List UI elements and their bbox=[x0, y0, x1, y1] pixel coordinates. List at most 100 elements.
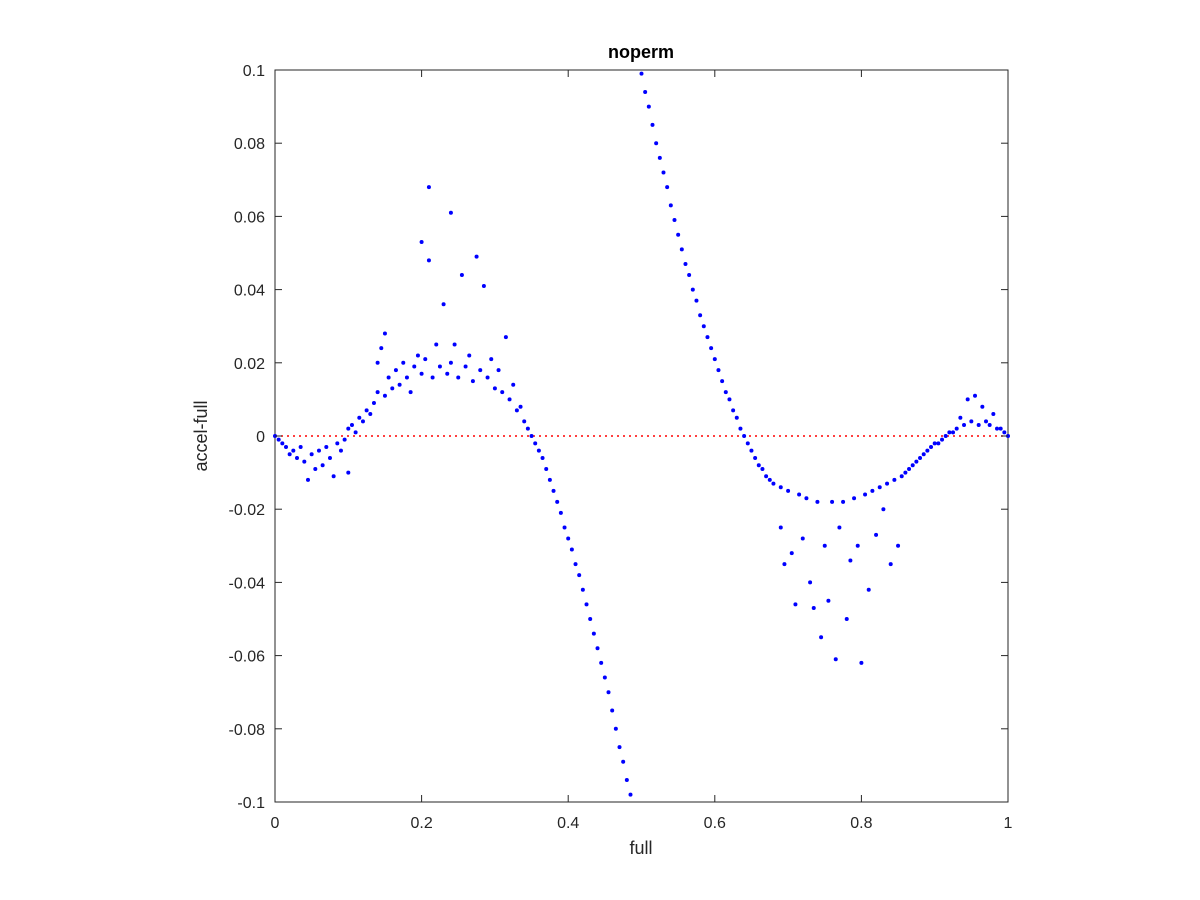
scatter-point bbox=[419, 371, 424, 376]
scatter-point bbox=[782, 562, 787, 567]
scatter-point bbox=[525, 426, 530, 431]
scatter-point bbox=[852, 496, 857, 501]
y-tick-label: 0 bbox=[256, 429, 265, 446]
y-tick-label: -0.06 bbox=[229, 649, 266, 666]
scatter-point bbox=[980, 404, 985, 409]
scatter-point bbox=[690, 287, 695, 292]
scatter-point bbox=[606, 690, 611, 695]
scatter-point bbox=[338, 448, 343, 453]
scatter-point bbox=[646, 104, 651, 109]
scatter-point bbox=[819, 635, 824, 640]
scatter-point bbox=[320, 463, 325, 468]
scatter-point bbox=[998, 426, 1003, 431]
x-tick-label: 0.4 bbox=[557, 815, 579, 832]
scatter-point bbox=[511, 382, 516, 387]
scatter-point bbox=[346, 426, 351, 431]
scatter-point bbox=[892, 477, 897, 482]
scatter-point bbox=[540, 455, 545, 460]
scatter-point bbox=[448, 210, 453, 215]
scatter-point bbox=[951, 430, 956, 435]
scatter-point bbox=[687, 272, 692, 277]
scatter-point bbox=[903, 470, 908, 475]
y-tick-label: 0.06 bbox=[234, 209, 265, 226]
scatter-point bbox=[342, 437, 347, 442]
scatter-point bbox=[452, 342, 457, 347]
scatter-point bbox=[368, 412, 373, 417]
scatter-point bbox=[947, 430, 952, 435]
scatter-point bbox=[371, 401, 376, 406]
scatter-point bbox=[445, 371, 450, 376]
scatter-point bbox=[800, 536, 805, 541]
scatter-point bbox=[771, 481, 776, 486]
scatter-point bbox=[672, 218, 677, 223]
scatter-point bbox=[940, 437, 945, 442]
scatter-point bbox=[291, 448, 296, 453]
scatter-point bbox=[481, 283, 486, 288]
scatter-point bbox=[929, 444, 934, 449]
scatter-point bbox=[375, 390, 380, 395]
scatter-point bbox=[298, 444, 303, 449]
x-tick-label: 0.6 bbox=[704, 815, 726, 832]
scatter-point bbox=[822, 543, 827, 548]
scatter-point bbox=[555, 499, 560, 504]
scatter-point bbox=[826, 598, 831, 603]
scatter-point bbox=[492, 386, 497, 391]
scatter-point bbox=[382, 393, 387, 398]
scatter-point bbox=[723, 390, 728, 395]
chart-title: noperm bbox=[608, 42, 674, 62]
scatter-point bbox=[437, 364, 442, 369]
scatter-point bbox=[536, 448, 541, 453]
scatter-point bbox=[899, 474, 904, 479]
scatter-point bbox=[456, 375, 461, 380]
scatter-point bbox=[415, 353, 420, 358]
scatter-point bbox=[910, 463, 915, 468]
scatter-point bbox=[591, 631, 596, 636]
x-tick-label: 1 bbox=[1004, 815, 1013, 832]
scatter-point bbox=[489, 357, 494, 362]
scatter-point bbox=[360, 419, 365, 424]
scatter-point bbox=[984, 419, 989, 424]
scatter-point bbox=[423, 357, 428, 362]
scatter-point bbox=[276, 437, 281, 442]
scatter-point bbox=[830, 499, 835, 504]
scatter-point bbox=[995, 426, 999, 431]
y-axis-label: accel-full bbox=[191, 400, 211, 471]
y-tick-label: 0.08 bbox=[234, 136, 265, 153]
scatter-point bbox=[621, 759, 626, 764]
scatter-point bbox=[859, 660, 864, 665]
scatter-point bbox=[478, 368, 483, 373]
scatter-point bbox=[925, 448, 930, 453]
scatter-point bbox=[866, 587, 871, 592]
scatter-point bbox=[463, 364, 468, 369]
scatter-point bbox=[643, 89, 648, 94]
scatter-point bbox=[888, 562, 893, 567]
scatter-point bbox=[921, 452, 926, 457]
scatter-point bbox=[778, 525, 783, 530]
scatter-point bbox=[958, 415, 963, 420]
scatter-point bbox=[459, 272, 464, 277]
scatter-point bbox=[738, 426, 743, 431]
scatter-point bbox=[786, 488, 791, 493]
scatter-point bbox=[789, 551, 794, 556]
scatter-point bbox=[885, 481, 890, 486]
x-tick-label: 0.8 bbox=[850, 815, 872, 832]
scatter-point bbox=[580, 587, 585, 592]
scatter-point bbox=[467, 353, 472, 358]
scatter-point bbox=[379, 346, 384, 351]
x-axis-label: full bbox=[629, 838, 652, 858]
scatter-point bbox=[954, 426, 959, 431]
scatter-point bbox=[386, 375, 391, 380]
scatter-point bbox=[877, 485, 882, 490]
scatter-point bbox=[705, 335, 710, 340]
scatter-point bbox=[665, 185, 670, 190]
y-tick-label: -0.08 bbox=[229, 722, 266, 739]
scatter-point bbox=[426, 185, 431, 190]
x-tick-layer: 0 0.2 0.4 0.6 0.8 1 bbox=[271, 70, 1013, 832]
scatter-point bbox=[804, 496, 809, 501]
scatter-point bbox=[613, 726, 618, 731]
scatter-point bbox=[284, 444, 288, 449]
scatter-point bbox=[742, 434, 747, 438]
scatter-point bbox=[987, 423, 992, 428]
scatter-point bbox=[280, 441, 285, 446]
